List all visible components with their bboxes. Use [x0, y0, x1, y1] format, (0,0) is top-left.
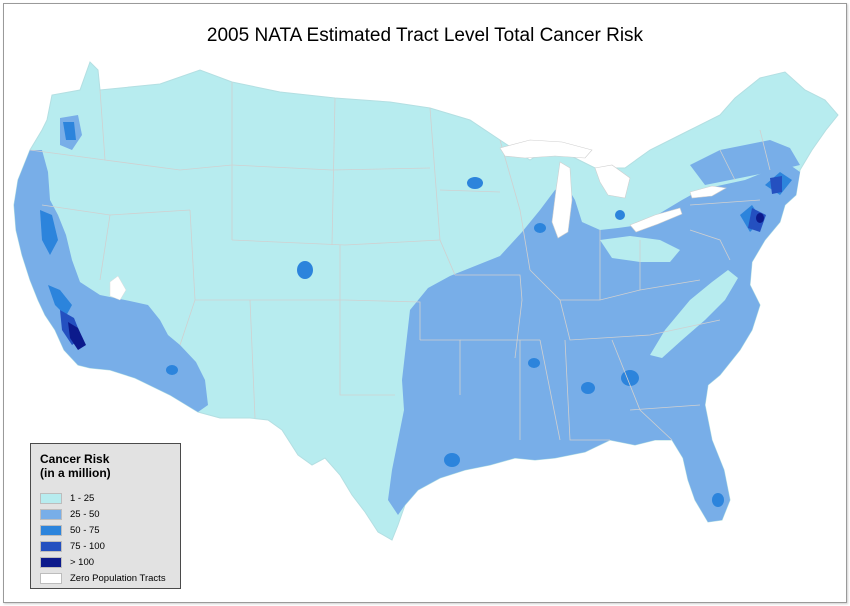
legend-swatch-gt-100 — [40, 557, 62, 568]
legend-label-zero-population: Zero Population Tracts — [70, 573, 166, 584]
legend-swatch-25-50 — [40, 509, 62, 520]
northeast-mid-risk-region — [690, 140, 800, 185]
zero-population-tract — [109, 275, 127, 301]
legend-title-line-1: Cancer Risk — [40, 452, 110, 466]
appalachian-low-risk-patch — [650, 270, 738, 358]
legend-label-1-25: 1 - 25 — [70, 493, 95, 504]
lake-superior — [499, 139, 593, 159]
state-boundaries — [29, 82, 771, 441]
legend-label-25-50: 25 - 50 — [70, 509, 100, 520]
legend-title-line-2: (in a million) — [40, 466, 111, 480]
lake-michigan — [551, 161, 573, 239]
lake-ontario — [689, 185, 727, 199]
map-title: 2005 NATA Estimated Tract Level Total Ca… — [206, 25, 644, 46]
very-high-risk-clusters — [60, 176, 782, 350]
legend-swatch-zero-population — [40, 573, 62, 584]
legend-label-50-75: 50 - 75 — [70, 525, 100, 536]
legend-swatch-75-100 — [40, 541, 62, 552]
great-lakes — [499, 139, 727, 239]
west-coast-mid-risk-region — [14, 150, 208, 412]
legend-title: Cancer Risk (in a million) — [40, 452, 111, 480]
eastern-mid-risk-region — [388, 165, 800, 522]
legend-label-gt-100: > 100 — [70, 557, 95, 568]
legend-label-75-100: 75 - 100 — [70, 541, 105, 552]
lake-erie — [629, 207, 683, 233]
legend: Cancer Risk (in a million) 1 - 25 25 - 5… — [30, 443, 181, 589]
legend-swatch-1-25 — [40, 493, 62, 504]
lake-huron — [594, 164, 631, 199]
legend-swatch-50-75 — [40, 525, 62, 536]
